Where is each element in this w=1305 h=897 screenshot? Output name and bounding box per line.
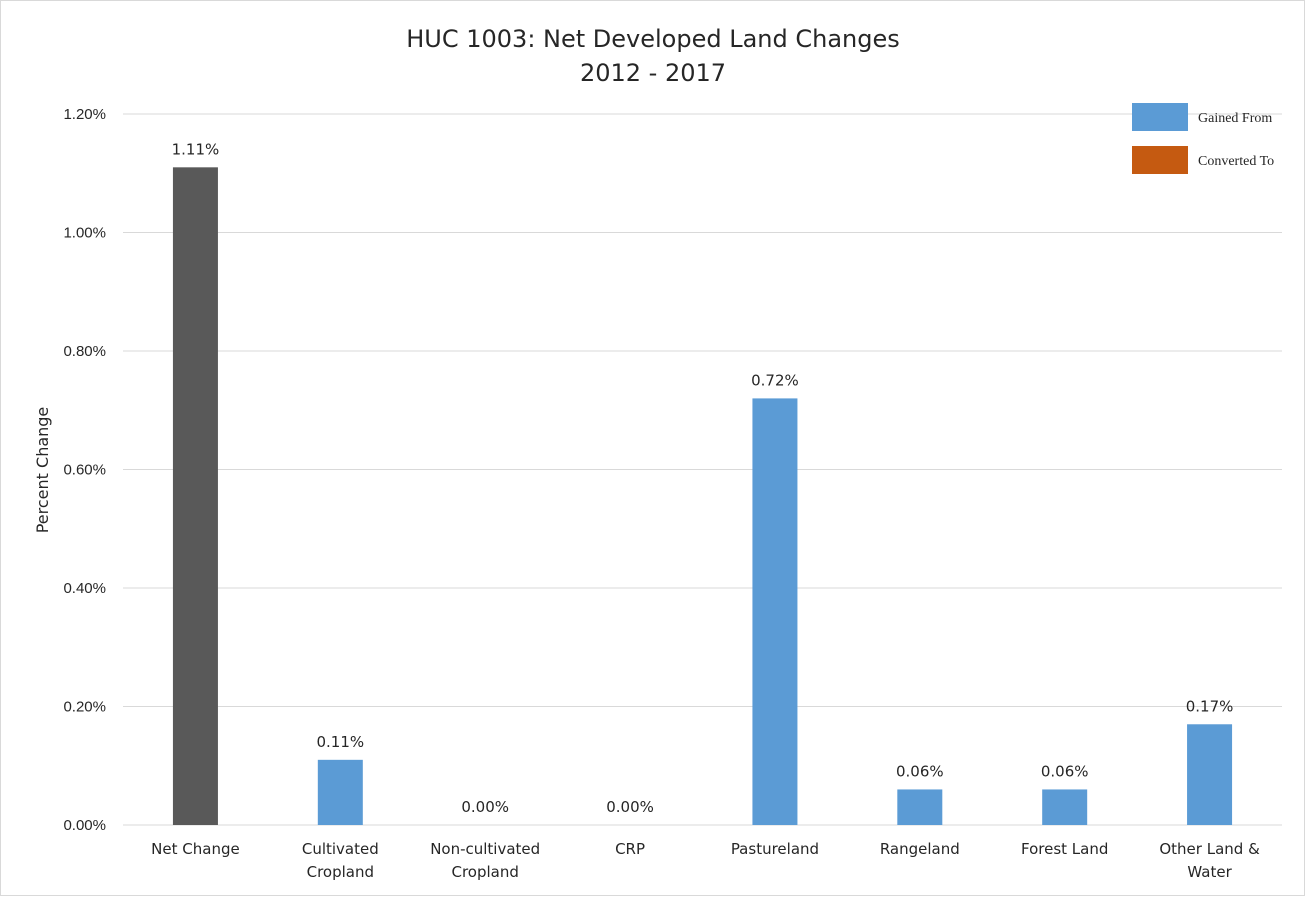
bar	[1042, 789, 1088, 825]
y-tick-label: 0.80%	[63, 343, 106, 360]
data-label: 0.17%	[1186, 697, 1234, 715]
legend-label: Converted To	[1198, 154, 1274, 169]
y-tick-label: 0.20%	[63, 699, 106, 716]
category-label: Non-cultivated Cropland	[430, 840, 540, 881]
chart-title: HUC 1003: Net Developed Land Changes	[406, 25, 900, 53]
y-tick-label: 1.20%	[63, 106, 106, 123]
category-labels: Net Change Cultivated Cropland Non-cultivat…	[151, 840, 1260, 881]
category-label: Rangeland	[880, 840, 960, 858]
legend-swatch	[1132, 146, 1188, 174]
data-label: 0.72%	[751, 371, 799, 389]
bar	[1187, 724, 1233, 825]
y-axis-title: Percent Change	[33, 407, 52, 534]
y-tick-label: 0.40%	[63, 580, 106, 597]
y-tick-label: 1.00%	[63, 225, 106, 242]
category-label: Net Change	[151, 840, 240, 858]
bar	[752, 398, 798, 825]
bar	[317, 759, 363, 825]
y-tick-labels: 0.00% 0.20% 0.40% 0.60% 0.80% 1.00% 1.20%	[63, 106, 106, 834]
data-label: 0.00%	[606, 798, 654, 816]
chart-subtitle: 2012 - 2017	[580, 59, 726, 87]
legend-label: Gained From	[1198, 111, 1272, 126]
category-label: Forest Land	[1021, 840, 1108, 858]
y-tick-label: 0.00%	[63, 817, 106, 834]
category-label: CRP	[615, 840, 645, 858]
legend: Gained From Converted To	[1132, 103, 1274, 174]
data-label: 0.06%	[1041, 762, 1089, 780]
data-label: 0.11%	[316, 733, 364, 751]
category-label: Cultivated Cropland	[302, 840, 379, 881]
data-labels: 1.11% 0.11% 0.00% 0.00% 0.72% 0.06% 0.06% 0.17%	[172, 140, 1234, 816]
bars	[172, 167, 1233, 825]
category-label: Other Land & Water	[1159, 840, 1260, 881]
gridlines	[123, 113, 1282, 826]
y-tick-label: 0.60%	[63, 462, 106, 479]
bar	[172, 167, 218, 825]
data-label: 0.00%	[461, 798, 509, 816]
data-label: 0.06%	[896, 762, 944, 780]
category-label: Pastureland	[731, 840, 819, 858]
bar	[897, 789, 943, 825]
data-label: 1.11%	[172, 140, 220, 158]
legend-swatch	[1132, 103, 1188, 131]
